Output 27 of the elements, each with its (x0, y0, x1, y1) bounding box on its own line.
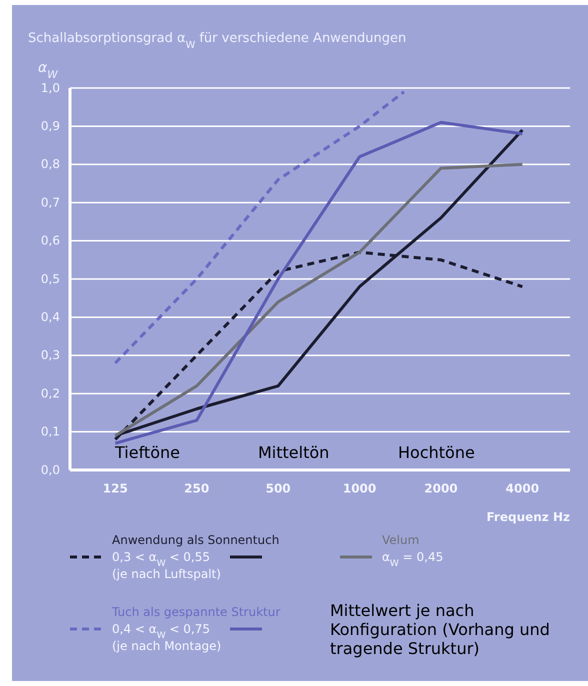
y-tick-label: 1,0 (40, 80, 60, 95)
x-tick-label: 125 (102, 482, 128, 496)
x-tick-label: 1000 (342, 482, 376, 496)
annotation: Tieftöne (114, 443, 180, 462)
y-axis-title: α$_{W}$ (38, 60, 58, 81)
x-axis-title: Frequenz Hz (486, 510, 570, 524)
y-tick-label: 0,9 (40, 119, 60, 134)
y-tick-label: 0,3 (40, 348, 60, 362)
x-tick-label: 2000 (424, 482, 458, 496)
text: Mittelwert je nach Konfiguration (Vorhang und tragende Struktur) (330, 601, 550, 658)
x-tick-label: 250 (184, 482, 210, 496)
y-tick-label: 0,7 (40, 195, 60, 210)
y-tick-label: 0,5 (40, 272, 60, 286)
legend-label: Tuch als gespannte Struktur 0,4 < α$_{W}$ < 0,75 (je nach Montage) (111, 605, 280, 653)
x-tick-label: 500 (266, 482, 291, 496)
x-tick-label: 4000 (506, 482, 540, 496)
y-tick-label: 0,8 (40, 157, 60, 172)
legend-label: Velum α$_{W}$ = 0,45 (382, 533, 444, 569)
annotation: Mitteltön (258, 443, 330, 462)
y-tick-label: 0,2 (40, 386, 60, 400)
y-tick-label: 0,0 (40, 462, 60, 477)
y-tick-label: 0,6 (40, 234, 60, 248)
annotation: Hochtöne (398, 443, 475, 462)
legend-label: Anwendung als Sonnentuch 0,3 < α$_{W}$ < 0,55 (je nach Luftspalt) (112, 533, 280, 581)
y-tick-label: 0,4 (40, 310, 60, 324)
chart-title: Schallabsorptionsgrad α$_{W}$ für verschiedene Anwendungen (28, 31, 406, 50)
y-tick-label: 0,1 (40, 424, 60, 439)
